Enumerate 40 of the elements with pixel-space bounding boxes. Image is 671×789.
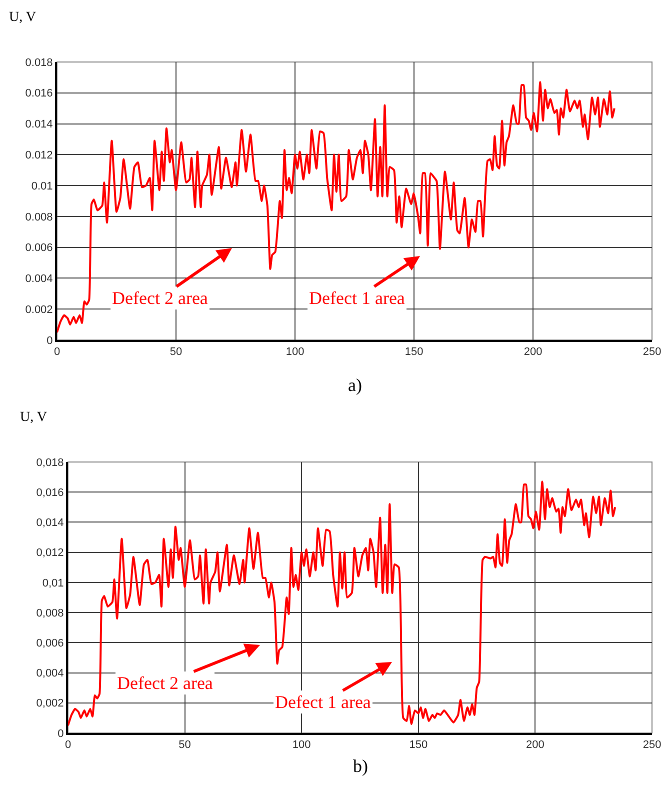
text: a) — [348, 375, 362, 395]
y-axis-title: U, V — [20, 410, 47, 425]
y-tick-label: 0 — [58, 728, 64, 740]
y-tick-label: 0.016 — [25, 88, 53, 100]
x-tick-label: 150 — [409, 739, 428, 752]
x-tick-label: 100 — [286, 346, 304, 358]
line-series — [68, 480, 616, 726]
y-tick-label: 0.01 — [31, 180, 53, 192]
y-tick-label: 0.012 — [25, 150, 53, 162]
y-tick-label: 0,018 — [36, 456, 64, 469]
annotation: Defect 1 area — [275, 692, 371, 712]
x-tick-label: 100 — [292, 739, 311, 752]
y-tick-label: 0,002 — [36, 698, 64, 710]
y-tick-label: 0,006 — [36, 638, 64, 650]
text: b) — [353, 756, 368, 776]
annotation: Defect 2 area — [112, 288, 208, 308]
x-tick-label: 250 — [642, 739, 662, 752]
y-tick-label: 0,016 — [36, 486, 64, 499]
y-tick-label: 0.002 — [25, 304, 53, 316]
y-tick-label: 0,012 — [36, 547, 64, 560]
y-tick-label: 0 — [46, 334, 53, 347]
y-tick-label: 0,014 — [36, 517, 64, 530]
y-tick-label: 0.008 — [25, 211, 53, 224]
y-tick-label: 0.018 — [25, 56, 53, 69]
annotation: Defect 1 area — [309, 288, 405, 308]
y-tick-label: 0,01 — [42, 577, 64, 590]
annotation: Defect 2 area — [117, 673, 213, 693]
y-tick-label: 0,004 — [36, 668, 64, 680]
x-tick-label: 50 — [170, 346, 182, 358]
y-axis-title: U, V — [9, 10, 36, 25]
x-tick-label: 250 — [642, 346, 662, 358]
x-tick-label: 200 — [524, 346, 542, 358]
y-tick-label: 0.004 — [25, 273, 53, 286]
y-tick-label: 0.006 — [25, 242, 53, 254]
line-series — [57, 81, 616, 334]
y-tick-label: 0.014 — [25, 118, 53, 131]
x-tick-label: 150 — [404, 346, 424, 358]
y-tick-label: 0,008 — [36, 607, 64, 620]
x-tick-label: 50 — [178, 739, 191, 752]
x-tick-label: 200 — [526, 739, 544, 752]
